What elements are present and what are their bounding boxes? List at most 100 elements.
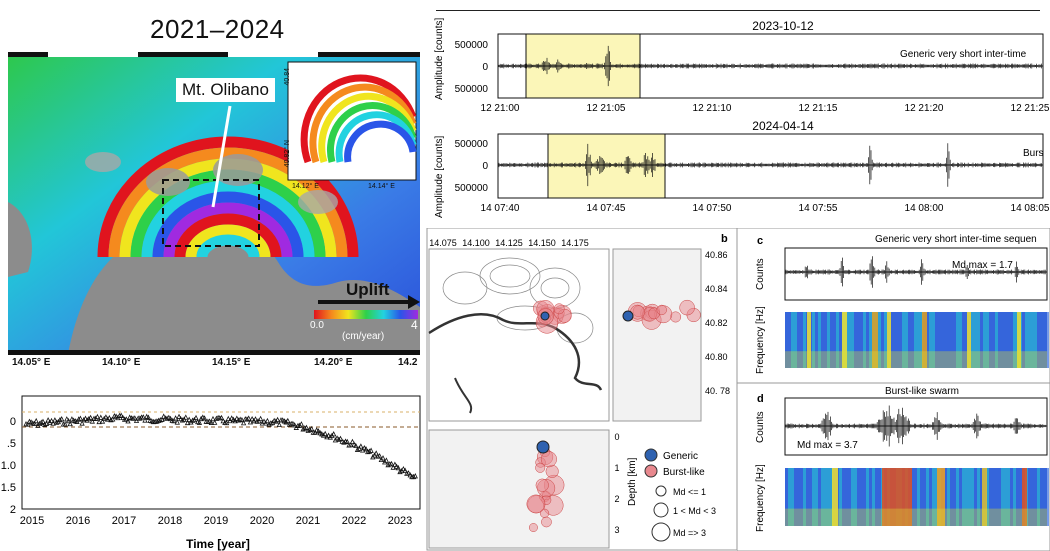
ts-ytick-2: 1.0: [1, 460, 16, 472]
ts-point: [140, 414, 146, 420]
ts-xtick-4: 2019: [204, 515, 228, 527]
panel-c-spec-col: [896, 312, 899, 368]
panel-b-lon-ticks: 14.075 14.100 14.125 14.150 14.175: [429, 238, 589, 248]
ts-point: [297, 422, 303, 428]
panel-d-spec-col: [791, 468, 794, 526]
panel-d-spec-band: [982, 468, 987, 526]
panel-c-spec-col: [839, 312, 842, 368]
ts-point: [74, 418, 80, 425]
panel-c-spec-col: [908, 312, 911, 368]
ts-point: [110, 416, 116, 422]
ts-point: [285, 417, 291, 424]
ts-point: [240, 419, 247, 426]
ts-point: [62, 421, 68, 427]
ts-point: [201, 415, 208, 421]
b-lontick-2: 14.125: [495, 238, 523, 248]
panel-d-spec-col: [953, 468, 956, 526]
b-lontick-4: 14.175: [561, 238, 589, 248]
panel-c-spec-col: [1031, 312, 1034, 368]
panels-c-d: c Generic very short inter-time sequen M…: [737, 228, 1050, 551]
timeseries-xticks: 2015 2016 2017 2018 2019 2020 2021 2022 2023: [20, 515, 412, 527]
panel-c-spec-col: [947, 312, 950, 368]
panel-d-trace-path: [785, 405, 1046, 447]
ts-xtick-8: 2023: [388, 515, 412, 527]
b-lattick-3: 40.80: [705, 352, 728, 362]
panel-c-spec-col: [965, 312, 968, 368]
ts-point: [405, 470, 412, 476]
panel-c-trace: [785, 256, 1046, 288]
panel-d-spec-col: [872, 468, 875, 526]
ts-point: [331, 431, 337, 437]
ts-point: [366, 448, 373, 454]
panel-d-spec-col: [812, 468, 815, 526]
ts-point: [59, 416, 65, 422]
depth-event: [526, 494, 546, 514]
panel-c-spec-col: [1004, 312, 1007, 368]
panel-d-spec-col: [1046, 468, 1049, 526]
lat-event: [679, 299, 695, 316]
ts-point: [266, 421, 272, 427]
panel-d-spec-col: [845, 468, 848, 526]
ts-point: [98, 414, 104, 420]
ts-point: [196, 419, 203, 425]
panel-d-spec-col: [1040, 468, 1043, 526]
panel-d-spec-col: [794, 468, 797, 526]
panel-d-spec-col: [797, 468, 800, 526]
panel-c-spec-col: [944, 312, 947, 368]
panel-c-spec-band: [872, 312, 878, 368]
panel-d-spec-col: [788, 468, 791, 526]
ts-point: [376, 452, 383, 459]
wave2-xtick-5: 14 08:05: [1011, 203, 1050, 214]
panel-c-spec-col: [1028, 312, 1031, 368]
panel-d-spec-col: [980, 468, 983, 526]
ts-point: [407, 472, 413, 478]
wave2-xtick-1: 14 07:45: [587, 203, 626, 214]
ts-point: [402, 467, 408, 473]
panel-c-spec-col: [899, 312, 902, 368]
wave2-xtick-3: 14 07:55: [799, 203, 838, 214]
panel-d-spec-col: [848, 468, 851, 526]
panel-c-spec-col: [911, 312, 914, 368]
panel-d-spec-band: [937, 468, 945, 526]
panel-d-spec-col: [914, 468, 917, 526]
ts-point: [155, 417, 162, 423]
panel-d-spec-col: [800, 468, 803, 526]
wave1-ylabel: Amplitude [counts]: [434, 18, 445, 100]
wave2-ylabel: Amplitude [counts]: [434, 136, 445, 218]
ts-point: [365, 448, 371, 455]
ts-point: [118, 412, 124, 418]
panel-d-spec-col: [1037, 468, 1040, 526]
panel-d-spec-col: [965, 468, 968, 526]
ts-point: [84, 417, 90, 423]
ts-point: [380, 455, 386, 461]
wave1-trace-path: [498, 45, 1042, 87]
panel-d-freq: Frequency [Hz]: [755, 464, 766, 532]
ts-point: [176, 413, 182, 419]
panel-c-spec-col: [986, 312, 989, 368]
ts-point: [274, 416, 281, 423]
wave1-ytick-1: 0: [482, 62, 488, 73]
wave2-title: 2024-04-14: [752, 119, 814, 133]
ts-point: [302, 425, 308, 431]
wave1-xticks: 12 21:00 12 21:05 12 21:10 12 21:15 12 21:20…: [481, 103, 1050, 114]
ts-point: [183, 414, 189, 420]
b-depthtick-1: 1: [614, 463, 619, 473]
panel-c-spec-col: [812, 312, 815, 368]
ts-point: [145, 414, 152, 420]
panel-d-spec-col: [962, 468, 965, 526]
wave1-ytick-0: 500000: [455, 40, 489, 51]
ts-point: [388, 460, 395, 467]
panel-d-spec-col: [917, 468, 920, 526]
panel-c-spec-col: [821, 312, 824, 368]
panel-b-map: [428, 248, 610, 422]
ts-point: [64, 416, 70, 422]
panel-c-spec-col: [914, 312, 917, 368]
ts-point: [123, 416, 129, 422]
panel-d-spec-col: [1043, 468, 1046, 526]
ts-point: [300, 426, 306, 432]
panel-c-spec-col: [977, 312, 980, 368]
ts-point: [348, 441, 354, 448]
inset-lon-tick-1: 14.12° E: [292, 183, 319, 190]
panel-c-spec-col: [1022, 312, 1025, 368]
ts-point: [324, 434, 330, 440]
